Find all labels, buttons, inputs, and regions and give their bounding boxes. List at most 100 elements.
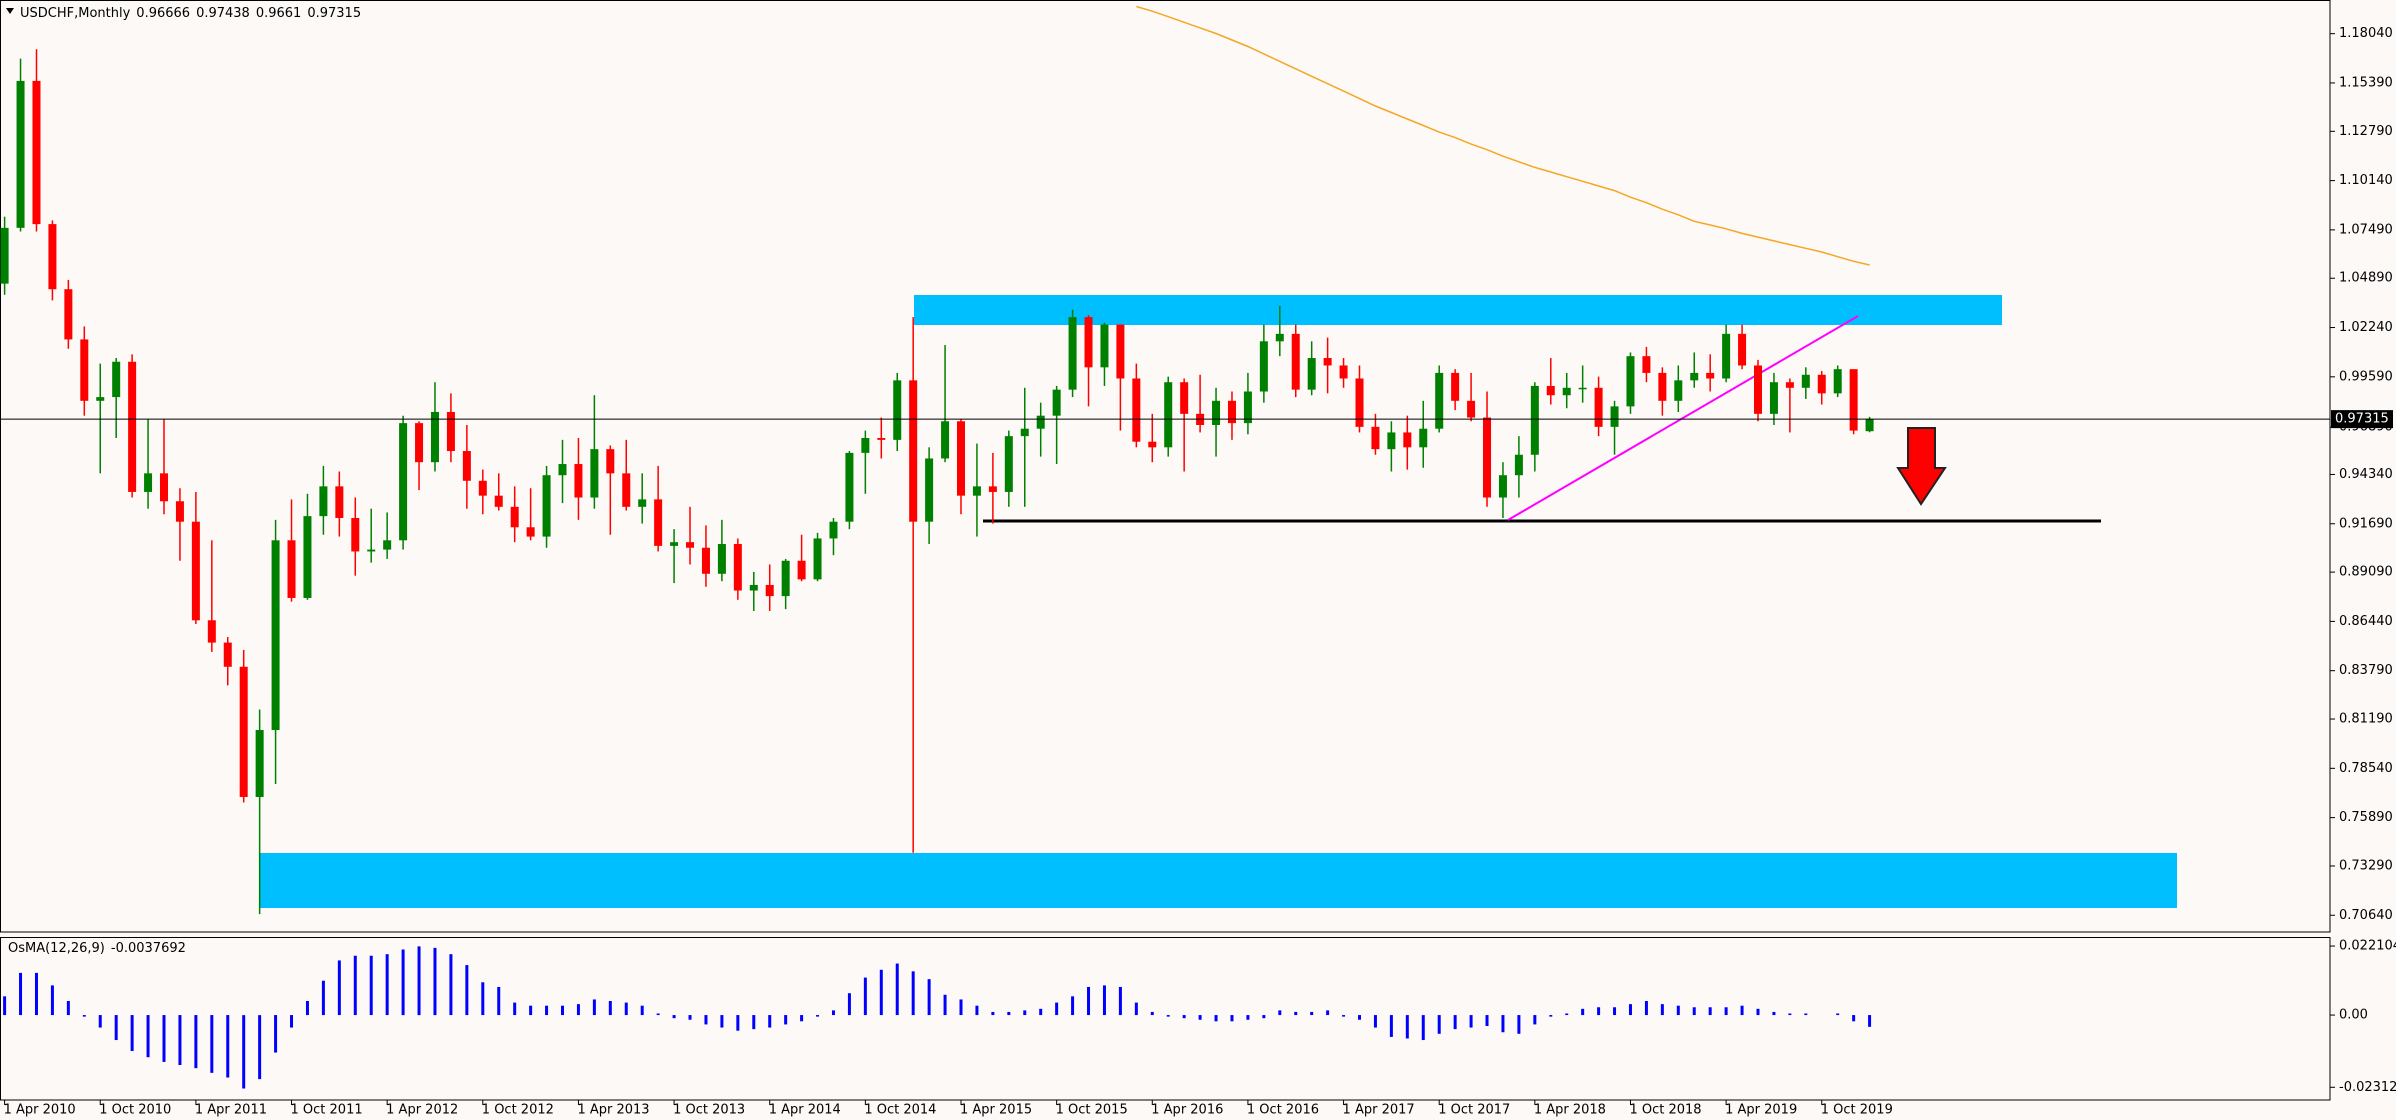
y-tick-label: 1.15390 — [2339, 75, 2393, 90]
main-panel-border — [0, 0, 2331, 933]
candle-body — [781, 560, 790, 597]
symbol-timeframe: USDCHF,Monthly — [20, 6, 131, 21]
candle-body — [1020, 428, 1029, 437]
x-tick-label: 1 Oct 2015 — [1056, 1103, 1128, 1118]
candle-body — [160, 473, 168, 502]
candle-body — [1849, 369, 1858, 431]
y-tick-label: 0.94340 — [2339, 467, 2393, 482]
candle-body — [462, 451, 471, 481]
candle-body — [1578, 387, 1587, 390]
y-tick-label: 0.75890 — [2339, 810, 2393, 825]
x-tick-label: 1 Oct 2010 — [99, 1103, 171, 1118]
candle-body — [622, 473, 631, 507]
candle-body — [1690, 372, 1699, 381]
candle-body — [478, 480, 487, 496]
candle-body — [128, 361, 137, 492]
candle-body — [446, 411, 455, 452]
candle-body — [1323, 358, 1332, 366]
candle-body — [1817, 374, 1826, 394]
x-tick-label: 1 Apr 2017 — [1343, 1103, 1415, 1118]
candle-body — [494, 495, 503, 507]
candle-body — [717, 544, 726, 574]
candle-body — [574, 464, 583, 498]
x-tick-label: 1 Oct 2012 — [482, 1103, 554, 1118]
candle-body — [1339, 365, 1348, 379]
support-zone — [260, 853, 2177, 908]
candle-body — [1371, 426, 1380, 450]
candle-body — [319, 486, 328, 517]
low-value: 0.9661 — [256, 6, 302, 21]
candle-body — [1801, 374, 1810, 388]
indicator-value: -0.0037692 — [111, 941, 186, 956]
x-tick-label: 1 Apr 2012 — [386, 1103, 458, 1118]
current-price-box — [2331, 410, 2393, 429]
x-tick-label: 1 Apr 2014 — [769, 1103, 841, 1118]
candle-body — [1164, 382, 1173, 448]
candle-body — [1658, 372, 1667, 401]
candle-body — [1132, 378, 1141, 442]
x-tick-label: 1 Oct 2014 — [864, 1103, 936, 1118]
candle-body — [590, 449, 599, 498]
collapse-icon — [6, 8, 14, 14]
candle-body — [1243, 391, 1252, 424]
candle-body — [542, 475, 551, 537]
y-tick-label: 0.91690 — [2339, 516, 2393, 531]
candle-body — [1738, 333, 1747, 366]
candle-body — [638, 499, 647, 507]
y-tick-label: 0.86440 — [2339, 614, 2393, 629]
candle-body — [1562, 387, 1571, 396]
candle-body — [1722, 333, 1731, 379]
candle-body — [223, 642, 232, 667]
candle-body — [893, 380, 902, 440]
candle-body — [1435, 372, 1444, 429]
y-tick-label: 0.81190 — [2339, 712, 2393, 727]
open-value: 0.96666 — [136, 6, 190, 21]
candle-body — [829, 521, 838, 539]
candle-body — [0, 227, 9, 284]
candle-body — [877, 438, 886, 440]
candle-body — [383, 540, 392, 550]
candle-body — [1068, 317, 1077, 390]
candle-body — [80, 339, 89, 401]
candle-body — [670, 542, 679, 546]
candle-body — [1212, 400, 1221, 425]
candle-body — [1498, 475, 1507, 498]
candle-body — [191, 521, 200, 621]
candle-body — [16, 80, 25, 228]
candle-body — [813, 538, 822, 580]
candle-body — [1100, 324, 1109, 368]
x-tick-label: 1 Apr 2010 — [4, 1103, 76, 1118]
candle-body — [1769, 382, 1778, 414]
y-tick-label: 0.022104 — [2339, 939, 2396, 954]
candle-body — [1403, 432, 1412, 448]
candle-body — [1259, 341, 1268, 392]
candle-body — [367, 549, 376, 552]
candle-body — [1036, 415, 1045, 429]
candle-body — [1419, 428, 1428, 448]
candle-body — [1467, 400, 1476, 418]
y-tick-label: 1.07490 — [2339, 222, 2393, 237]
y-tick-label: 1.10140 — [2339, 173, 2393, 188]
candle-body — [957, 421, 965, 496]
candle-body — [1865, 419, 1874, 432]
x-tick-label: 1 Oct 2017 — [1438, 1103, 1510, 1118]
candle-body — [1530, 385, 1539, 455]
x-tick-label: 1 Oct 2018 — [1629, 1103, 1701, 1118]
candle-body — [1642, 356, 1651, 373]
candle-body — [64, 289, 73, 340]
candle-body — [606, 449, 615, 474]
x-tick-label: 1 Oct 2013 — [673, 1103, 745, 1118]
x-tick-label: 1 Oct 2016 — [1247, 1103, 1319, 1118]
y-tick-label: 0.83790 — [2339, 663, 2393, 678]
candle-body — [558, 464, 567, 476]
candle-body — [1626, 356, 1635, 407]
x-tick-label: 1 Apr 2013 — [577, 1103, 649, 1118]
candle-body — [32, 80, 41, 225]
x-tick-label: 1 Oct 2011 — [291, 1103, 363, 1118]
candle-body — [1116, 324, 1125, 379]
candle-body — [351, 517, 360, 552]
candle-body — [1052, 389, 1061, 416]
candle-body — [144, 473, 153, 492]
